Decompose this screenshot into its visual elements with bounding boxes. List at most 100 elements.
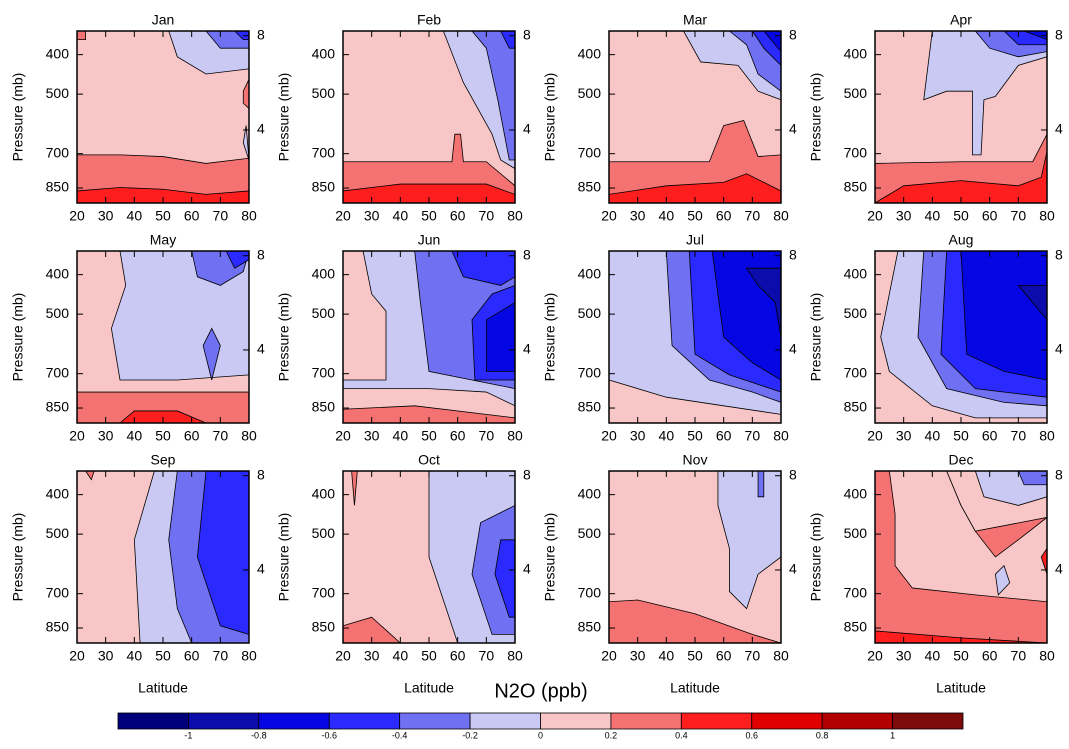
y2-tick-label: 4 <box>523 341 531 357</box>
y2-tick-label: 8 <box>257 246 265 262</box>
x-tick-label: 80 <box>507 428 523 444</box>
y-tick-label: 500 <box>46 305 70 321</box>
y-tick-label: 400 <box>578 485 602 501</box>
y-tick-label: 400 <box>46 45 70 61</box>
x-tick-label: 30 <box>98 208 114 224</box>
x-tick-label: 40 <box>925 428 941 444</box>
x-tick-label: 60 <box>450 648 466 664</box>
panel-title: Jan <box>152 12 175 28</box>
panel-title: Oct <box>418 452 440 468</box>
y-tick-label: 500 <box>312 85 336 101</box>
contour-region <box>202 327 221 381</box>
x-tick-label: 80 <box>241 648 257 664</box>
x-tick-label: 20 <box>867 428 883 444</box>
y-tick-label: 850 <box>578 179 602 195</box>
y2-tick-label: 4 <box>257 341 265 357</box>
y2-tick-label: 4 <box>789 121 797 137</box>
y2-tick-label: 4 <box>789 341 797 357</box>
panel <box>609 31 781 203</box>
x-tick-label: 40 <box>393 208 409 224</box>
y-tick-label: 850 <box>312 399 336 415</box>
x-tick-label: 50 <box>155 208 171 224</box>
panel-title: Aug <box>949 232 974 248</box>
y-tick-label: 400 <box>844 485 868 501</box>
x-tick-label: 60 <box>716 428 732 444</box>
y-axis-label: Pressure (mb) <box>542 73 558 162</box>
x-tick-label: 40 <box>393 648 409 664</box>
x-tick-label: 20 <box>867 648 883 664</box>
x-tick-label: 30 <box>630 648 646 664</box>
colorbar-label: -0.2 <box>462 730 478 740</box>
x-tick-label: 80 <box>773 428 789 444</box>
y2-tick-label: 8 <box>523 26 531 42</box>
contour-region <box>485 302 515 372</box>
x-tick-label: 60 <box>716 648 732 664</box>
x-tick-label: 40 <box>659 648 675 664</box>
panel <box>77 471 249 643</box>
x-tick-label: 20 <box>601 428 617 444</box>
contour-region <box>994 564 1011 596</box>
y-axis-label: Pressure (mb) <box>808 73 824 162</box>
y2-tick-label: 4 <box>1055 341 1063 357</box>
y-tick-label: 400 <box>46 485 70 501</box>
y-tick-label: 400 <box>46 265 70 281</box>
x-tick-label: 20 <box>69 428 85 444</box>
colorbar-box <box>399 712 471 730</box>
y-axis-label: Pressure (mb) <box>542 293 558 382</box>
x-tick-label: 30 <box>630 208 646 224</box>
colorbar-title: N2O (ppb) <box>494 680 587 702</box>
y-tick-label: 700 <box>46 584 70 600</box>
y-tick-label: 500 <box>312 305 336 321</box>
contour-region <box>471 31 515 161</box>
y-tick-label: 500 <box>844 525 868 541</box>
x-tick-label: 20 <box>601 648 617 664</box>
colorbar-box <box>540 712 612 730</box>
panel <box>343 31 515 203</box>
y2-tick-label: 8 <box>523 466 531 482</box>
x-tick-label: 30 <box>896 648 912 664</box>
panel-title: Feb <box>417 12 441 28</box>
contour-region <box>242 78 249 109</box>
contour-region <box>875 630 1047 643</box>
y-tick-label: 500 <box>46 525 70 541</box>
y2-tick-label: 4 <box>523 121 531 137</box>
contour-region <box>242 125 249 161</box>
panel <box>77 251 249 423</box>
colorbar-label: -1 <box>184 730 192 740</box>
y-tick-label: 850 <box>46 179 70 195</box>
y-tick-label: 850 <box>46 619 70 635</box>
contour-region <box>343 616 401 643</box>
y-tick-label: 400 <box>844 45 868 61</box>
x-tick-label: 70 <box>1011 648 1027 664</box>
y-tick-label: 850 <box>312 179 336 195</box>
colorbar-box <box>117 712 189 730</box>
y-tick-label: 700 <box>844 364 868 380</box>
x-tick-label: 40 <box>659 208 675 224</box>
y2-tick-label: 4 <box>789 561 797 577</box>
x-tick-label: 80 <box>241 208 257 224</box>
contour-region <box>609 173 781 203</box>
contour-region <box>77 187 249 203</box>
colorbar-box <box>751 712 823 730</box>
x-tick-label: 50 <box>687 648 703 664</box>
contour-region <box>77 391 249 423</box>
colorbar-box <box>610 712 682 730</box>
contour-region <box>1017 471 1047 486</box>
panel <box>343 251 515 423</box>
y-tick-label: 500 <box>578 525 602 541</box>
colorbar-label: 0 <box>538 730 543 740</box>
colorbar-box <box>892 712 964 730</box>
y-axis-label: Pressure (mb) <box>10 513 26 602</box>
x-tick-label: 70 <box>1011 428 1027 444</box>
y2-tick-label: 8 <box>789 466 797 482</box>
y2-tick-label: 8 <box>257 26 265 42</box>
x-tick-label: 20 <box>335 428 351 444</box>
x-tick-label: 20 <box>335 648 351 664</box>
x-tick-label: 80 <box>773 208 789 224</box>
y-tick-label: 700 <box>312 364 336 380</box>
y-tick-label: 500 <box>578 305 602 321</box>
panel-title: Apr <box>950 12 972 28</box>
y-tick-label: 700 <box>312 144 336 160</box>
y-tick-label: 700 <box>578 144 602 160</box>
y-axis-label: Pressure (mb) <box>808 293 824 382</box>
